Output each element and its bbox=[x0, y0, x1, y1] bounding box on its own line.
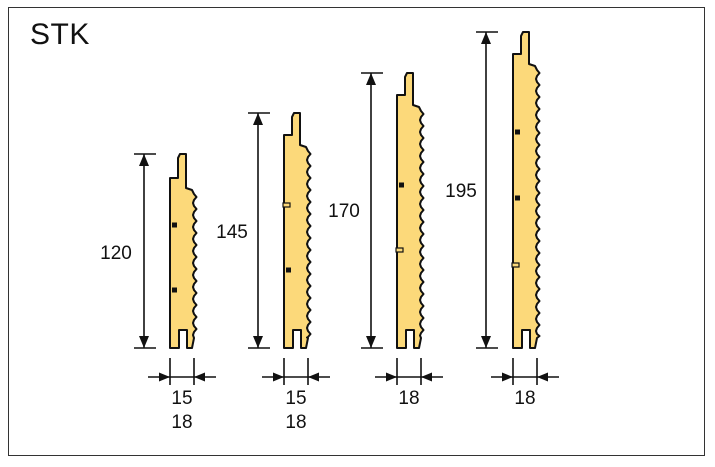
profile-3: 170 18 bbox=[328, 72, 443, 409]
arrowhead-up bbox=[481, 32, 491, 44]
diagram-title: STK bbox=[30, 18, 90, 51]
height-label: 120 bbox=[100, 243, 132, 264]
profile-4: 195 18 bbox=[445, 31, 559, 409]
arrowhead-down bbox=[139, 336, 149, 348]
arrowhead-up bbox=[253, 113, 263, 125]
diagram-frame bbox=[8, 7, 705, 456]
screw-mark bbox=[515, 195, 520, 201]
groove-notch bbox=[282, 202, 291, 208]
board-profile bbox=[169, 153, 198, 349]
arrowhead-up bbox=[366, 73, 376, 85]
profile-1: 120 15 18 bbox=[100, 153, 216, 433]
width-label: 18 bbox=[285, 412, 306, 433]
screw-mark bbox=[286, 267, 291, 273]
groove-notch bbox=[395, 247, 404, 253]
height-label: 170 bbox=[328, 201, 360, 222]
screw-mark bbox=[172, 222, 177, 228]
height-label: 195 bbox=[445, 181, 477, 202]
arrowhead-left bbox=[537, 372, 548, 382]
arrowhead-down bbox=[253, 336, 263, 348]
board-profile bbox=[512, 31, 541, 349]
arrowhead-right bbox=[273, 372, 284, 382]
width-label: 18 bbox=[514, 388, 535, 409]
groove-notch bbox=[511, 262, 520, 268]
arrowhead-down bbox=[366, 336, 376, 348]
arrowhead-left bbox=[421, 372, 432, 382]
board-profile bbox=[396, 72, 425, 349]
arrowhead-right bbox=[502, 372, 513, 382]
arrowhead-left bbox=[194, 372, 205, 382]
arrowhead-up bbox=[139, 154, 149, 166]
screw-mark bbox=[172, 287, 177, 293]
board-profile bbox=[283, 112, 312, 349]
width-label: 18 bbox=[171, 412, 192, 433]
arrowhead-left bbox=[308, 372, 319, 382]
screw-mark bbox=[515, 129, 520, 135]
arrowhead-right bbox=[159, 372, 170, 382]
arrowhead-down bbox=[481, 336, 491, 348]
width-label: 15 bbox=[285, 388, 306, 409]
screw-mark bbox=[399, 182, 404, 188]
width-label: 18 bbox=[398, 388, 419, 409]
profile-2: 145 15 18 bbox=[216, 112, 330, 433]
height-label: 145 bbox=[216, 222, 248, 243]
width-label: 15 bbox=[171, 388, 192, 409]
arrowhead-right bbox=[386, 372, 397, 382]
